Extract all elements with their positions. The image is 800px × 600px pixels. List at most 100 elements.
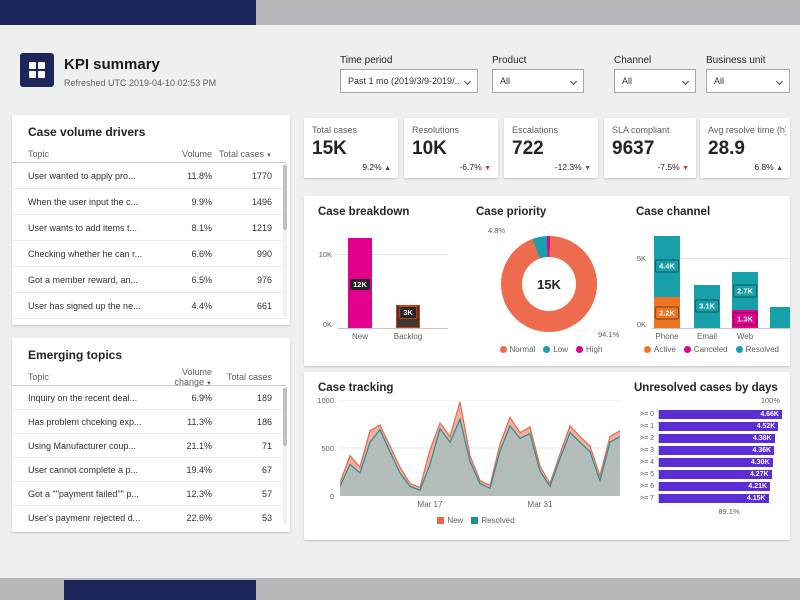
trend-arrow-icon: ▼ (584, 165, 591, 172)
x-axis (652, 328, 790, 329)
col-total-cases[interactable]: Total cases (226, 371, 272, 382)
table-row[interactable]: When the user input the c... 9.9% 1496 (12, 189, 286, 215)
unresolved-row[interactable]: >= 2 4.38K (634, 432, 782, 444)
unresolved-row[interactable]: >= 5 4.27K (634, 468, 782, 480)
case-channel-plot: 4.4K 2.2K 3.1K 2.7K 1.3K (652, 230, 790, 328)
kpi-card-avg-resolve-time[interactable]: Avg resolve time (h) 28.9 6.8% ▲ (700, 118, 790, 178)
legend-label: High (586, 345, 603, 354)
segment-value-label: 4.4K (655, 259, 679, 273)
legend-dot-icon (735, 346, 743, 353)
kpi-value: 9637 (612, 138, 655, 159)
case-priority-donut[interactable]: 15K (501, 236, 597, 332)
slice-callout-normal: 94.1% (598, 330, 620, 339)
panel-title: Case volume drivers (28, 125, 146, 139)
table-scrollbar[interactable] (283, 386, 287, 524)
row-topic: User's paymenr rejected d... (28, 512, 141, 523)
table-scrollbar[interactable] (283, 163, 287, 317)
unresolved-row[interactable]: >= 7 4.15K (634, 492, 782, 504)
kpi-delta: -6.7% ▼ (459, 162, 491, 172)
unresolved-plot: >= 0 4.66K >= 1 4.52K >= 2 4.38K >= 3 4.36K >= 4… (634, 408, 782, 504)
unresolved-row[interactable]: >= 6 4.21K (634, 480, 782, 492)
unresolved-row[interactable]: >= 4 4.30K (634, 456, 782, 468)
legend-item-resolved[interactable]: Resolved (735, 345, 779, 354)
table-row[interactable]: User has signed up the ne... 4.4% 661 (12, 293, 286, 319)
channel-bar-partial[interactable] (770, 307, 790, 328)
filter-label-product: Product (492, 55, 527, 66)
table-row[interactable]: User wanted to apply pro... 11.8% 1770 (12, 163, 286, 189)
bar-fill: 4.15K (659, 493, 769, 503)
kpi-title: Escalations (512, 125, 559, 135)
col-topic[interactable]: Topic (28, 371, 50, 382)
bar-value-label: 4.15K (746, 494, 766, 502)
col-total-cases[interactable]: Total cases ▼ (219, 148, 272, 159)
legend-label: Normal (509, 345, 536, 354)
y-tick: 5K (636, 254, 646, 263)
row-volume: 4.4% (191, 300, 212, 311)
row-topic: Using Manufacturer coup... (28, 440, 137, 451)
legend-item-normal[interactable]: Normal (499, 345, 536, 354)
table-row[interactable]: User cannot complete a p... 19.4% 67 (12, 458, 286, 482)
unresolved-row[interactable]: >= 0 4.66K (634, 408, 782, 420)
row-topic: Got a ""payment failed"" p... (28, 488, 139, 499)
channel-bar-email[interactable]: 3.1K (694, 284, 720, 328)
legend-item-low[interactable]: Low (543, 345, 568, 354)
legend-item-active[interactable]: Active (644, 345, 676, 354)
table-row[interactable]: User's paymenr rejected d... 22.6% 53 (12, 506, 286, 528)
unresolved-row[interactable]: >= 3 4.36K (634, 444, 782, 456)
segment-value-label: 2.7K (733, 284, 757, 298)
kpi-value: 15K (312, 138, 347, 159)
row-total: 976 (256, 274, 272, 285)
table-row[interactable]: Got a ""payment failed"" p... 12.3% 57 (12, 482, 286, 506)
product-value: All (500, 76, 511, 86)
time-period-dropdown[interactable]: Past 1 mo (2019/3/9-2019/... (340, 69, 478, 93)
channel-dropdown[interactable]: All (614, 69, 696, 93)
scrollbar-thumb[interactable] (283, 165, 287, 230)
case-breakdown-plot: 12K 3K (338, 230, 448, 328)
stack-segment: 2.2K (654, 297, 680, 328)
table-row[interactable]: Using Manufacturer coup... 21.1% 71 (12, 434, 286, 458)
chart-title-unresolved: Unresolved cases by days (634, 382, 778, 394)
table-row[interactable]: Has problem chceking exp... 11.3% 186 (12, 410, 286, 434)
channel-bar-web[interactable]: 2.7K 1.3K (732, 272, 758, 328)
app-navbar-fragment-top (0, 0, 256, 25)
kpi-card-sla-compliant[interactable]: SLA compliant 9637 -7.5% ▼ (604, 118, 696, 178)
business-unit-dropdown[interactable]: All (706, 69, 790, 93)
kpi-delta: -7.5% ▼ (657, 162, 689, 172)
bar-fill: 4.30K (659, 457, 773, 467)
legend-label: New (447, 516, 464, 525)
unresolved-row[interactable]: >= 1 4.52K (634, 420, 782, 432)
legend-item-high[interactable]: High (576, 345, 602, 354)
kpi-card-resolutions[interactable]: Resolutions 10K -6.7% ▼ (404, 118, 498, 178)
case-tracking-plot (340, 400, 620, 496)
bar-fill: 4.66K (659, 409, 782, 419)
legend-item-canceled[interactable]: Canceled (683, 345, 728, 354)
row-total: 186 (256, 416, 272, 427)
y-tick: 1000 (317, 396, 334, 405)
legend-item-new[interactable]: New (437, 516, 463, 525)
bar-value-label: 4.27K (749, 470, 769, 478)
kpi-card-escalations[interactable]: Escalations 722 -12.3% ▼ (504, 118, 598, 178)
row-topic: User wanted to apply pro... (28, 170, 136, 181)
channel-legend: Active Canceled Resolved (644, 345, 787, 354)
table-row[interactable]: User wants to add items t... 8.1% 1219 (12, 215, 286, 241)
area-series-resolved (340, 419, 620, 496)
scrollbar-thumb[interactable] (283, 388, 287, 446)
legend-item-resolved[interactable]: Resolved (471, 516, 515, 525)
table-header[interactable]: Topic Volume Total cases ▼ (12, 145, 286, 163)
table-row[interactable]: Checking whether he can r... 6.6% 990 (12, 241, 286, 267)
legend-square-icon (471, 517, 479, 524)
sort-caret-icon: ▼ (266, 152, 272, 159)
col-volume-change[interactable]: Volume change ▼ (174, 366, 212, 387)
col-topic[interactable]: Topic (28, 148, 50, 159)
col-volume[interactable]: Volume (181, 148, 212, 159)
channel-bar-phone[interactable]: 4.4K 2.2K (654, 235, 680, 328)
row-total: 67 (261, 464, 272, 475)
table-row[interactable]: Got a member reward, an... 6.5% 976 (12, 267, 286, 293)
legend-dot-icon (543, 346, 551, 353)
priority-legend: Normal Low High (480, 345, 630, 354)
table-header[interactable]: Topic Volume change ▼ Total cases (12, 366, 286, 387)
table-row[interactable]: Inquiry on the recent deal... 6.9% 189 (12, 386, 286, 410)
kpi-card-total-cases[interactable]: Total cases 15K 9.2% ▲ (304, 118, 398, 178)
row-topic: User wants to add items t... (28, 222, 138, 233)
product-dropdown[interactable]: All (492, 69, 584, 93)
